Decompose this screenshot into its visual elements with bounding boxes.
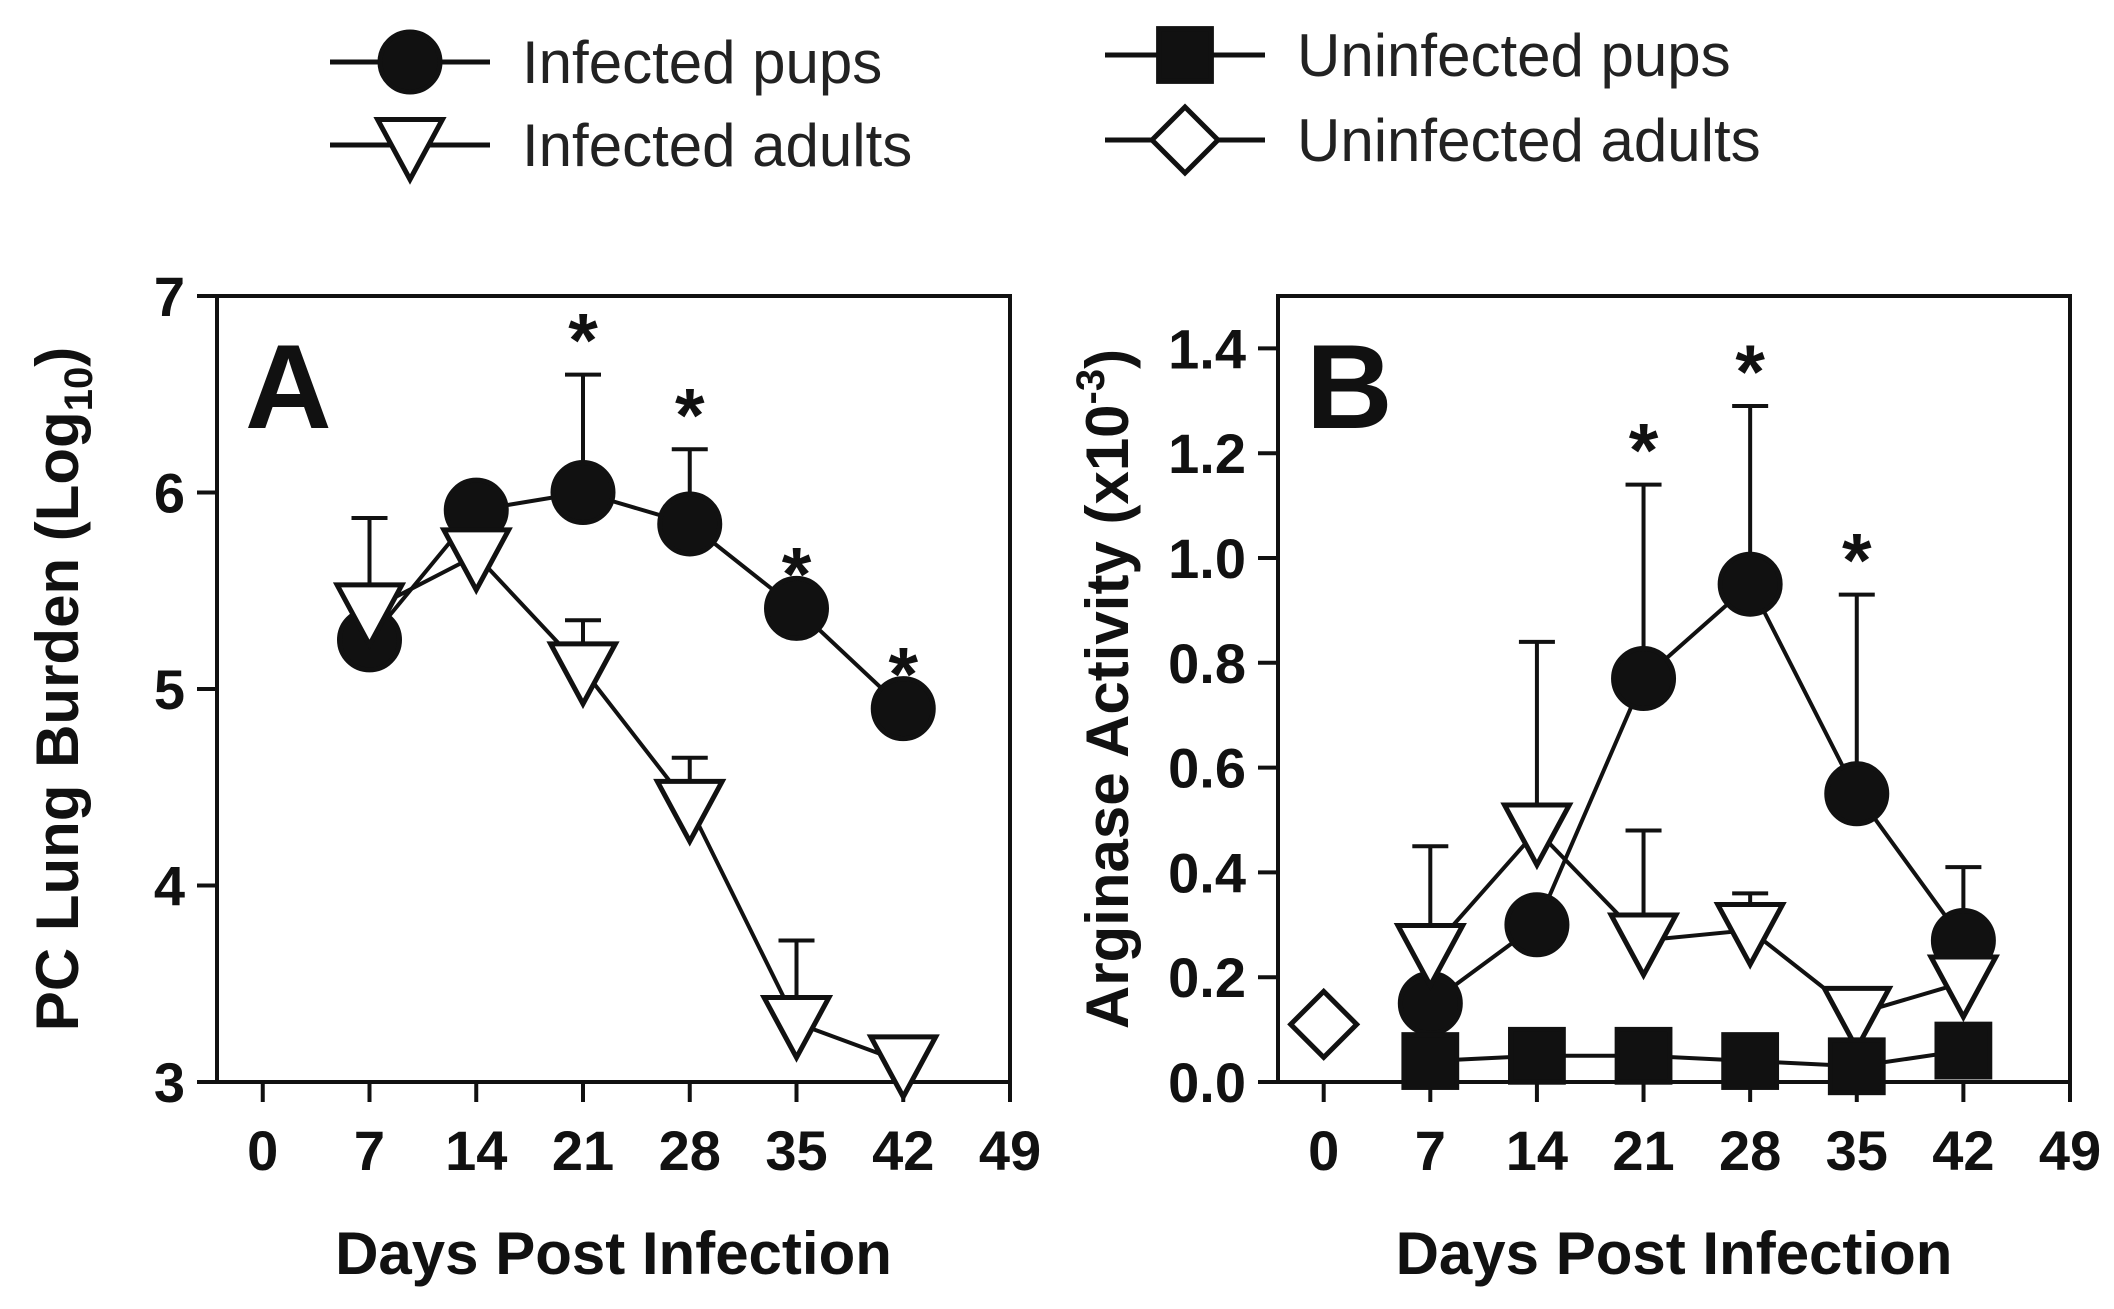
data-point [1287,987,1361,1061]
y-tick-label: 0.6 [1168,737,1246,800]
y-tick-label: 6 [154,462,185,525]
x-tick-label: 49 [2039,1119,2101,1182]
legend-marker-triangle-down [373,117,447,185]
x-tick-label: 7 [354,1119,385,1182]
series-infected-pups [1397,404,1996,1036]
data-point [1717,551,1783,617]
y-axis-title: PC Lung Burden (Log10) [24,347,101,1031]
series-infected-pups [337,372,936,742]
y-tick-label: 0.0 [1168,1051,1246,1114]
x-tick-label: 28 [659,1119,721,1182]
series-uninfected-pups [1401,1021,1993,1096]
panel-letter: B [1306,320,1393,454]
y-tick-label: 0.8 [1168,632,1246,695]
data-point [1820,985,1894,1054]
data-point [1606,912,1681,981]
x-tick-label: 0 [247,1119,278,1182]
legend-item-uninfected-adults: Uninfected adults [1105,103,1761,177]
legend-label: Infected adults [522,112,912,179]
data-point [653,778,727,847]
y-tick-label: 4 [154,855,185,918]
y-tick-label: 1.2 [1168,422,1246,485]
legend-item-uninfected-pups: Uninfected pups [1105,22,1731,89]
y-axis-title-main: Arginase Activity (x10 [1074,404,1141,1029]
panel-a: 0 7 14 21 28 35 42 49 3 4 5 6 7 Days Post Infection PC… [24,265,1041,1287]
data-point [866,1034,940,1103]
data-point [764,575,829,641]
data-point [1508,1026,1566,1085]
significance-star: * [888,633,918,718]
legend-marker-diamond [1148,103,1222,177]
data-point [332,582,407,651]
x-tick-label: 14 [1506,1119,1568,1182]
significance-star: * [568,299,598,384]
legend-marker-circle [377,29,443,95]
x-tick-label: 35 [765,1119,827,1182]
legend-item-infected-adults: Infected adults [330,112,912,185]
y-tick-label: 0.2 [1168,946,1246,1009]
x-tick-label: 7 [1415,1119,1446,1182]
significance-star: * [782,532,812,617]
significance-star: * [1629,409,1659,494]
y-axis-title-main: PC Lung Burden (Log [24,411,91,1031]
panel-letter: A [245,320,332,454]
legend-label: Infected pups [522,29,882,96]
y-tick-label: 1.4 [1168,317,1246,380]
x-axis-title: Days Post Infection [335,1220,892,1287]
y-tick-label: 5 [154,658,185,721]
x-tick-label: 21 [1612,1119,1674,1182]
significance-star: * [1735,330,1765,415]
y-axis-title: Arginase Activity (x10-3) [1069,349,1141,1029]
data-point [759,995,834,1063]
x-tick-label: 42 [872,1119,934,1182]
y-tick-label: 3 [154,1051,185,1114]
data-point [546,641,620,710]
data-point [870,676,936,742]
data-point [1934,1021,1993,1080]
data-point [439,527,513,596]
y-axis-title-close: ) [1074,349,1141,369]
y-axis-title-close: ) [24,347,91,367]
series-uninfected-adults [1287,987,1361,1061]
plot-frame [1276,294,2072,1084]
data-point [1926,954,2000,1023]
x-tick-label: 35 [1826,1119,1888,1182]
legend: Infected pups Infected adults Uninfected p… [330,22,1761,185]
x-tick-label: 28 [1719,1119,1781,1182]
series-infected-adults [1393,639,2000,1054]
y-tick-label: 1.0 [1168,527,1246,590]
x-tick-label: 49 [979,1119,1041,1182]
x-tick-label: 0 [1308,1119,1339,1182]
data-point [1393,923,1467,991]
legend-label: Uninfected adults [1297,107,1761,174]
data-point [1824,761,1890,827]
legend-marker-square [1156,26,1214,84]
x-tick-label: 21 [552,1119,614,1182]
x-axis-title: Days Post Infection [1396,1220,1953,1287]
data-point [1721,1032,1780,1090]
data-point [1713,902,1787,970]
data-point [1611,646,1677,712]
y-axis-title-subscript: 10 [57,367,101,412]
data-point [1614,1026,1673,1085]
series-infected-adults [332,516,940,1103]
data-point [1827,1037,1886,1096]
data-point [657,491,723,557]
data-point [1401,1032,1460,1090]
data-point [1504,892,1570,958]
panel-b: 0 7 14 21 28 35 42 49 0.0 0.2 0.4 0.6 0.8 1.0 1.2 1.4 Da… [1069,294,2101,1287]
legend-item-infected-pups: Infected pups [330,29,882,96]
y-tick-label: 0.4 [1168,841,1246,904]
x-tick-label: 42 [1932,1119,1994,1182]
y-tick-label: 7 [154,265,185,328]
y-axis-title-superscript: -3 [1069,369,1113,405]
data-point [550,460,616,525]
significance-star: * [675,373,705,458]
x-tick-label: 14 [445,1119,507,1182]
data-point [1500,802,1574,871]
legend-label: Uninfected pups [1297,22,1731,89]
significance-star: * [1842,519,1872,604]
